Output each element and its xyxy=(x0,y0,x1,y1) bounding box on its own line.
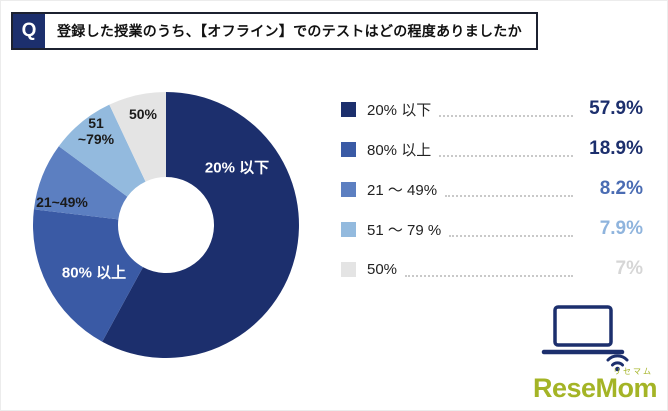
page-title: 登録した授業のうち、【オフライン】でのテストはどの程度ありましたか xyxy=(57,23,522,39)
legend-value: 7.9% xyxy=(599,218,643,239)
pie-slice-2 xyxy=(33,146,128,220)
legend-row: 51 ～ 79 % 7.9% xyxy=(341,209,643,249)
q-badge: Q xyxy=(13,14,45,48)
legend-label: 20% 以下 xyxy=(367,101,432,119)
dotted-leader xyxy=(405,261,573,278)
pie-slice-1 xyxy=(32,209,143,342)
legend-row: 50% 7% xyxy=(341,249,643,289)
dotted-leader xyxy=(439,141,573,158)
legend-value: 18.9% xyxy=(589,138,643,159)
legend-value: 8.2% xyxy=(599,178,643,199)
dotted-leader xyxy=(439,101,573,118)
resemom-logo: リセマム ReseMom xyxy=(532,366,658,403)
resemom-logo-text: ReseMom xyxy=(532,373,658,403)
legend-swatch xyxy=(341,141,356,157)
dotted-leader xyxy=(445,181,573,198)
legend-swatch xyxy=(341,221,356,237)
legend-label: 50% xyxy=(367,260,398,278)
laptop-wifi-icon xyxy=(538,304,638,377)
chart-legend: 20% 以下 57.9% 80% 以上 18.9% 21 ～ 49% 8.2% … xyxy=(341,89,643,289)
pie-slice-4 xyxy=(109,92,166,182)
legend-swatch xyxy=(341,101,356,117)
legend-label: 21 ～ 49% xyxy=(367,181,438,199)
pie-slice-3 xyxy=(58,104,146,197)
legend-swatch xyxy=(341,181,356,197)
legend-value: 57.9% xyxy=(589,98,643,119)
legend-row: 20% 以下 57.9% xyxy=(341,89,643,129)
resemom-logo-furigana: リセマム xyxy=(613,367,653,376)
legend-label: 51 ～ 79 % xyxy=(367,221,442,239)
dotted-leader xyxy=(449,221,573,238)
legend-row: 21 ～ 49% 8.2% xyxy=(341,169,643,209)
legend-swatch xyxy=(341,261,356,277)
legend-row: 80% 以上 18.9% xyxy=(341,129,643,169)
pie-slice-0 xyxy=(102,92,299,358)
question-title-bar: Q 登録した授業のうち、【オフライン】でのテストはどの程度ありましたか xyxy=(11,12,538,50)
legend-value: 7% xyxy=(615,258,643,279)
donut-chart-svg xyxy=(32,92,299,358)
legend-label: 80% 以上 xyxy=(367,141,432,159)
donut-chart: 20% 以下 80% 以上 21~49% 51 ~79% 50% xyxy=(13,79,323,379)
